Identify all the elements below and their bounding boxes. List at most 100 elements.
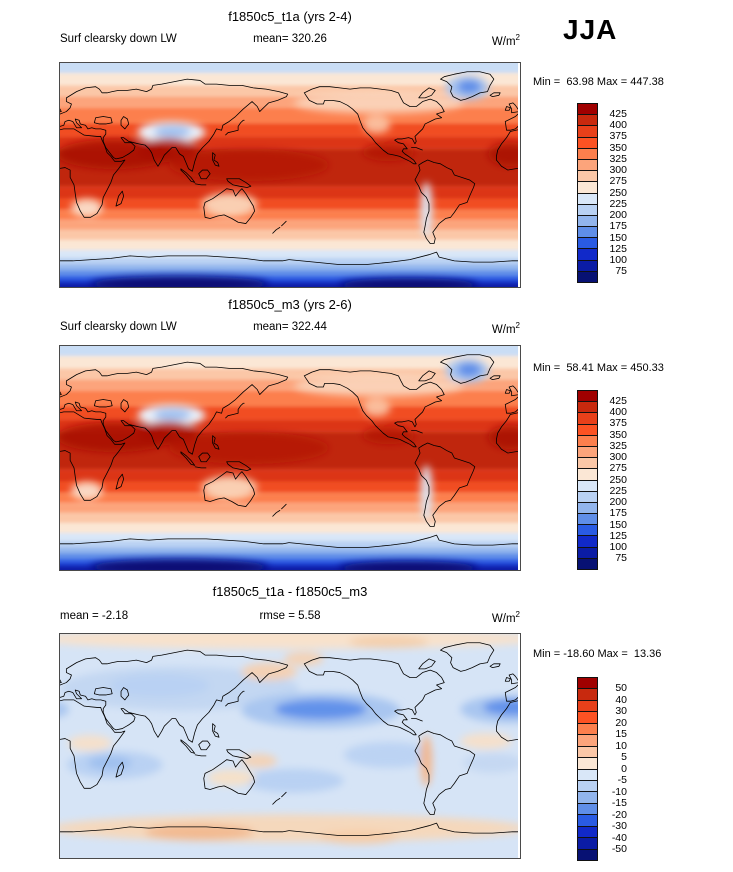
coastline-path bbox=[418, 370, 436, 382]
colorbar-tick-label: 325 bbox=[609, 152, 627, 165]
colorbar-tick-label: 150 bbox=[609, 518, 627, 531]
colorbar-cell bbox=[578, 779, 597, 792]
coastline-path bbox=[414, 730, 476, 815]
colorbar-cell bbox=[578, 678, 597, 689]
coastline-path bbox=[226, 749, 252, 759]
coastline-path bbox=[272, 509, 281, 517]
colorbar-cell bbox=[578, 711, 597, 723]
colorbar-cell bbox=[578, 181, 597, 193]
colorbar-tick-label: 275 bbox=[609, 462, 627, 475]
colorbar-cell bbox=[578, 688, 597, 700]
colorbar-tick-label: 400 bbox=[609, 406, 627, 418]
colorbar-tick-label: 200 bbox=[609, 496, 627, 508]
coastline-path bbox=[60, 411, 126, 501]
colorbar-tick-label: 425 bbox=[609, 107, 627, 120]
coastline-path bbox=[93, 116, 113, 125]
colorbar-tick-label: 5 bbox=[621, 751, 627, 763]
coastline-path bbox=[60, 78, 289, 172]
coastline-path bbox=[288, 534, 518, 548]
panel1-minmax: Min = 63.98 Max = 447.38 bbox=[533, 76, 664, 88]
panel2-units-base: W/m bbox=[491, 323, 516, 336]
colorbar-tick-label: 50 bbox=[615, 682, 627, 694]
coastlines bbox=[60, 642, 518, 836]
colorbar-cell bbox=[578, 501, 597, 514]
colorbar-cell bbox=[578, 423, 597, 435]
colorbar-tick-label: 125 bbox=[609, 242, 627, 255]
coastline-path bbox=[440, 71, 495, 101]
coastline-path bbox=[489, 375, 501, 380]
colorbar-cell bbox=[578, 401, 597, 413]
colorbar-tick-label: 125 bbox=[609, 529, 627, 542]
map-panel1-case bbox=[59, 62, 521, 288]
colorbar-cell bbox=[578, 136, 597, 148]
colorbar-cell bbox=[578, 170, 597, 182]
coastline-path bbox=[508, 673, 518, 685]
coastline-path bbox=[60, 826, 290, 833]
coastline-path bbox=[411, 718, 423, 722]
coastline-path bbox=[212, 152, 220, 167]
panel2-title: f1850c5_m3 (yrs 2-6) bbox=[228, 297, 352, 312]
panel3-units-base: W/m bbox=[491, 612, 516, 625]
colorbar-tick-label: 0 bbox=[621, 762, 627, 775]
coastline-path bbox=[288, 251, 518, 265]
colorbar-cell bbox=[578, 434, 597, 446]
colorbar-tick-label: -50 bbox=[611, 843, 627, 855]
coastline-path bbox=[115, 761, 125, 778]
coastline-path bbox=[93, 399, 113, 408]
colorbar-tick-label: 375 bbox=[609, 130, 627, 143]
coastline-path bbox=[60, 108, 62, 113]
panel3-colorbar bbox=[577, 677, 598, 861]
panel3-mean-stat: mean = -2.18 bbox=[60, 610, 129, 622]
coastline-path bbox=[281, 503, 287, 510]
coastline-path bbox=[414, 159, 476, 244]
colorbar-tick-label: 400 bbox=[609, 119, 627, 131]
coastline-path bbox=[281, 791, 287, 798]
colorbar-tick-label: -10 bbox=[611, 785, 627, 798]
panel1-units-base: W/m bbox=[491, 35, 516, 48]
panel1-colorbar bbox=[577, 103, 598, 283]
coastline-path bbox=[414, 442, 476, 527]
coastline-path bbox=[60, 699, 126, 789]
colorbar-cell bbox=[578, 490, 597, 502]
panel3-units-exponent: 2 bbox=[515, 610, 520, 619]
coastline-path bbox=[489, 92, 501, 97]
coastline-path bbox=[418, 87, 436, 99]
panel2-variable-label: Surf clearsky down LW bbox=[60, 321, 177, 333]
world-map-difference bbox=[60, 634, 518, 858]
coastline-path bbox=[203, 759, 256, 795]
coastline-path bbox=[303, 86, 445, 165]
coastline-path bbox=[180, 739, 196, 754]
coastline-path bbox=[60, 361, 289, 455]
colorbar-tick-label: 300 bbox=[609, 164, 627, 176]
colorbar-tick-label: -15 bbox=[611, 797, 627, 809]
colorbar-tick-label: 150 bbox=[609, 231, 627, 244]
coastline-path bbox=[504, 106, 511, 111]
colorbar-tick-label: 325 bbox=[609, 439, 627, 452]
coastline-path bbox=[440, 354, 495, 384]
panel2-minmax: Min = 58.41 Max = 450.33 bbox=[533, 362, 664, 374]
colorbar-tick-label: 225 bbox=[609, 484, 627, 497]
map-panel2-control bbox=[59, 345, 521, 571]
coastline-path bbox=[120, 399, 130, 413]
colorbar-tick-label: 10 bbox=[615, 739, 627, 752]
colorbar-cell bbox=[578, 535, 597, 547]
coastline-path bbox=[504, 389, 511, 394]
colorbar-tick-label: -20 bbox=[611, 808, 627, 821]
coastline-path bbox=[212, 435, 220, 450]
colorbar-tick-label: 250 bbox=[609, 473, 627, 486]
colorbar-cell bbox=[578, 457, 597, 469]
colorbar-tick-label: 30 bbox=[615, 705, 627, 717]
colorbar-cell bbox=[578, 147, 597, 159]
panel3-minmax: Min = -18.60 Max = 13.36 bbox=[533, 648, 662, 660]
colorbar-cell bbox=[578, 158, 597, 171]
colorbar-cell bbox=[578, 226, 597, 238]
colorbar-cell bbox=[578, 745, 597, 758]
coastline-path bbox=[495, 700, 518, 742]
colorbar-cell bbox=[578, 114, 597, 126]
coastline-path bbox=[203, 188, 256, 224]
coastline-path bbox=[303, 369, 445, 448]
coastline-path bbox=[225, 119, 245, 136]
coastlines bbox=[60, 71, 518, 265]
panel1-title: f1850c5_t1a (yrs 2-4) bbox=[228, 9, 352, 24]
